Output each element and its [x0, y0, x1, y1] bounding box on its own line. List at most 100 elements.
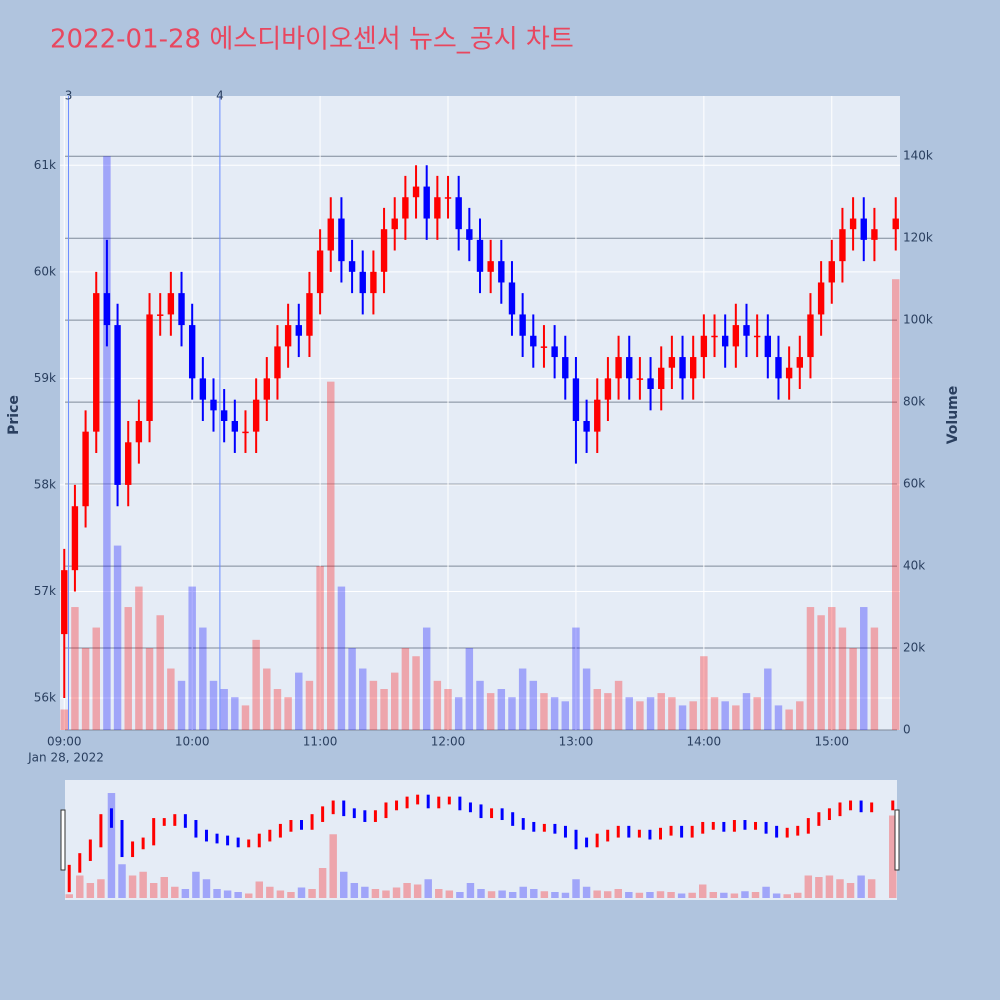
candle-body — [796, 357, 803, 368]
volume-bar — [71, 607, 79, 730]
mini-volume-bar — [255, 881, 264, 898]
volume-bar — [103, 156, 111, 731]
volume-bar — [422, 627, 431, 730]
candle-body — [466, 229, 473, 240]
mini-volume-bar — [192, 871, 200, 898]
mini-volume-bar — [804, 875, 813, 898]
mini-volume-bar — [76, 875, 84, 898]
candle-body — [199, 378, 207, 400]
mini-volume-bar — [582, 886, 591, 898]
volume-bar — [60, 709, 68, 730]
mini-volume-bar — [540, 891, 549, 898]
candle-body — [764, 335, 772, 358]
candle-body — [551, 346, 558, 358]
mini-volume-bar — [128, 875, 137, 898]
volume-bar — [177, 680, 186, 730]
mini-volume-bar — [593, 890, 601, 898]
mini-volume-bar — [603, 891, 612, 898]
mini-volume-bar — [435, 889, 443, 898]
candle-body — [114, 325, 121, 485]
mini-volume-bar — [171, 886, 179, 898]
volume-bar — [444, 689, 452, 730]
candle-body — [476, 239, 484, 272]
volume-bar — [348, 648, 356, 730]
volume-bar — [774, 705, 783, 730]
candle-body — [615, 357, 622, 379]
volume-bar — [636, 701, 644, 730]
mini-volume-bar — [677, 893, 686, 898]
mini-volume-bar — [213, 889, 221, 898]
mini-volume-bar — [530, 889, 538, 898]
range-slider[interactable] — [65, 780, 897, 900]
candle-body — [711, 335, 718, 338]
y2-tick-label: 40k — [903, 559, 925, 573]
mini-volume-bar — [65, 894, 73, 898]
candle-body — [359, 271, 366, 294]
volume-bar — [135, 586, 143, 730]
candle-body — [71, 506, 79, 571]
volume-bar — [220, 689, 228, 730]
candle-body — [220, 410, 228, 421]
candle-body — [188, 325, 196, 379]
mini-volume-bar — [857, 875, 865, 898]
candle-body — [178, 293, 185, 326]
candle-body — [540, 346, 548, 348]
volume-bar — [700, 656, 708, 730]
candle-body — [93, 293, 100, 432]
volume-bar — [327, 381, 335, 730]
candle-body — [252, 399, 260, 432]
volume-bar — [604, 693, 612, 730]
slider-handle-right[interactable] — [894, 809, 900, 871]
volume-bar — [497, 689, 506, 730]
mini-volume-bar — [825, 875, 834, 898]
mini-volume-bar — [329, 834, 337, 898]
candle-body — [636, 378, 644, 380]
volume-bar — [124, 607, 132, 730]
candle-body — [700, 335, 708, 358]
volume-bar — [764, 668, 772, 730]
candle-body — [892, 218, 899, 230]
x-tick-label: 12:00 — [431, 735, 466, 749]
mini-volume-bar — [202, 879, 211, 898]
event-label: 3 — [65, 89, 73, 103]
candle-body — [61, 570, 68, 635]
candle-body — [860, 218, 867, 240]
volume-bar — [860, 607, 868, 730]
mini-volume-bar — [392, 887, 401, 898]
x-tick-label: 10:00 — [175, 735, 210, 749]
mini-volume-bar — [836, 879, 844, 898]
volume-bar — [209, 680, 218, 730]
slider-handle-left[interactable] — [60, 809, 66, 871]
x-tick-label: 14:00 — [687, 735, 722, 749]
candle-body — [327, 218, 334, 251]
volume-bar — [508, 697, 516, 730]
volume-bar — [284, 697, 292, 730]
volume-bar — [390, 672, 399, 730]
y2-tick-label: 20k — [903, 641, 925, 655]
volume-bar — [295, 672, 303, 730]
candle-body — [679, 357, 686, 379]
volume-bar — [614, 680, 623, 730]
x-tick-label: 11:00 — [303, 735, 338, 749]
candle-body — [849, 218, 857, 230]
candle-body — [455, 197, 462, 230]
mini-volume-bar — [308, 889, 316, 898]
mini-volume-bar — [266, 886, 274, 898]
volume-bar — [156, 615, 164, 730]
candle-body — [295, 325, 302, 336]
mini-volume-bar — [107, 793, 116, 898]
candle-body — [348, 261, 356, 272]
mini-volume-bar — [667, 892, 675, 898]
volume-bar — [806, 607, 815, 730]
candle-body — [135, 420, 143, 443]
mini-volume-bar — [297, 887, 306, 898]
candle-body — [658, 367, 665, 390]
candle-body — [338, 218, 345, 262]
volume-bar — [241, 705, 250, 730]
volume-bar — [572, 627, 580, 730]
mini-volume-bar — [456, 892, 464, 898]
candle-body — [732, 325, 740, 347]
volume-bar — [529, 680, 538, 730]
mini-volume-bar — [762, 886, 770, 898]
volume-bar — [561, 701, 570, 730]
